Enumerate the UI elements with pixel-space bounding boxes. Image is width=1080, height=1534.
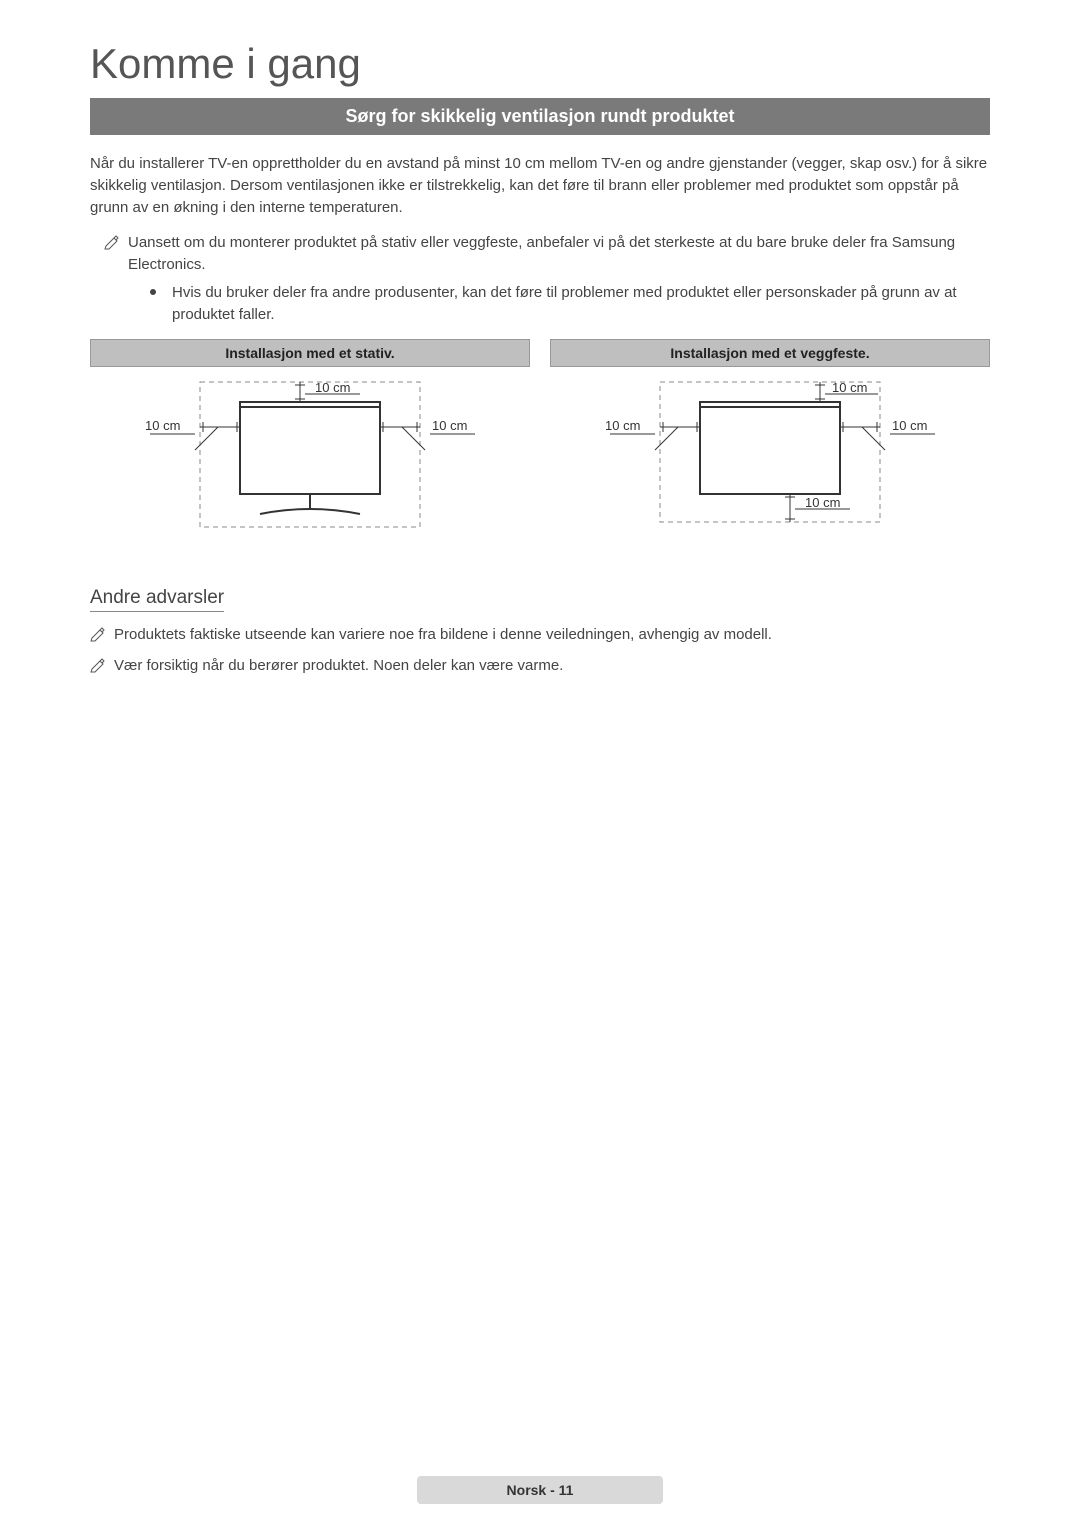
warning-item: Vær forsiktig når du berører produktet. … xyxy=(90,655,990,680)
stand-diagram-svg: 10 cm 10 cm 10 cm xyxy=(100,372,520,532)
warning-text: Produktets faktiske utseende kan variere… xyxy=(114,624,772,646)
intro-paragraph: Når du installerer TV-en opprettholder d… xyxy=(90,153,990,218)
wall-diagram-svg: 10 cm 10 cm 10 cm xyxy=(560,372,980,532)
diagram-stand-header: Installasjon med et stativ. xyxy=(90,339,530,367)
subheading: Andre advarsler xyxy=(90,587,224,612)
note-list: Uansett om du monterer produktet på stat… xyxy=(90,232,990,325)
note-icon xyxy=(90,626,106,649)
other-warnings-section: Andre advarsler Produktets faktiske utse… xyxy=(90,587,990,680)
wall-right-label: 10 cm xyxy=(892,418,927,433)
warning-text: Vær forsiktig når du berører produktet. … xyxy=(114,655,563,677)
stand-left-label: 10 cm xyxy=(145,418,180,433)
page-content: Komme i gang Sørg for skikkelig ventilas… xyxy=(0,0,1080,680)
footer-label: Norsk - 11 xyxy=(417,1476,664,1504)
diagram-wall-body: 10 cm 10 cm 10 cm xyxy=(550,367,990,537)
stand-top-label: 10 cm xyxy=(315,380,350,395)
page-title: Komme i gang xyxy=(90,40,990,88)
note-icon xyxy=(104,234,120,257)
note-icon xyxy=(90,657,106,680)
section-banner: Sørg for skikkelig ventilasjon rundt pro… xyxy=(90,98,990,135)
diagram-stand-body: 10 cm 10 cm 10 cm xyxy=(90,367,530,537)
diagram-stand: Installasjon med et stativ. 10 xyxy=(90,339,530,537)
diagram-wall-header: Installasjon med et veggfeste. xyxy=(550,339,990,367)
diagram-wall: Installasjon med et veggfeste. 10 cm xyxy=(550,339,990,537)
note-item: Uansett om du monterer produktet på stat… xyxy=(90,232,990,276)
bullet-item: Hvis du bruker deler fra andre produsent… xyxy=(150,282,990,326)
note-text: Uansett om du monterer produktet på stat… xyxy=(128,232,990,276)
page-footer: Norsk - 11 xyxy=(0,1476,1080,1504)
stand-right-label: 10 cm xyxy=(432,418,467,433)
diagrams-row: Installasjon med et stativ. 10 xyxy=(90,339,990,537)
bullet-text: Hvis du bruker deler fra andre produsent… xyxy=(172,282,990,326)
wall-left-label: 10 cm xyxy=(605,418,640,433)
bullet-icon xyxy=(150,289,156,295)
wall-bottom-label: 10 cm xyxy=(805,495,840,510)
warning-item: Produktets faktiske utseende kan variere… xyxy=(90,624,990,649)
wall-top-label: 10 cm xyxy=(832,380,867,395)
